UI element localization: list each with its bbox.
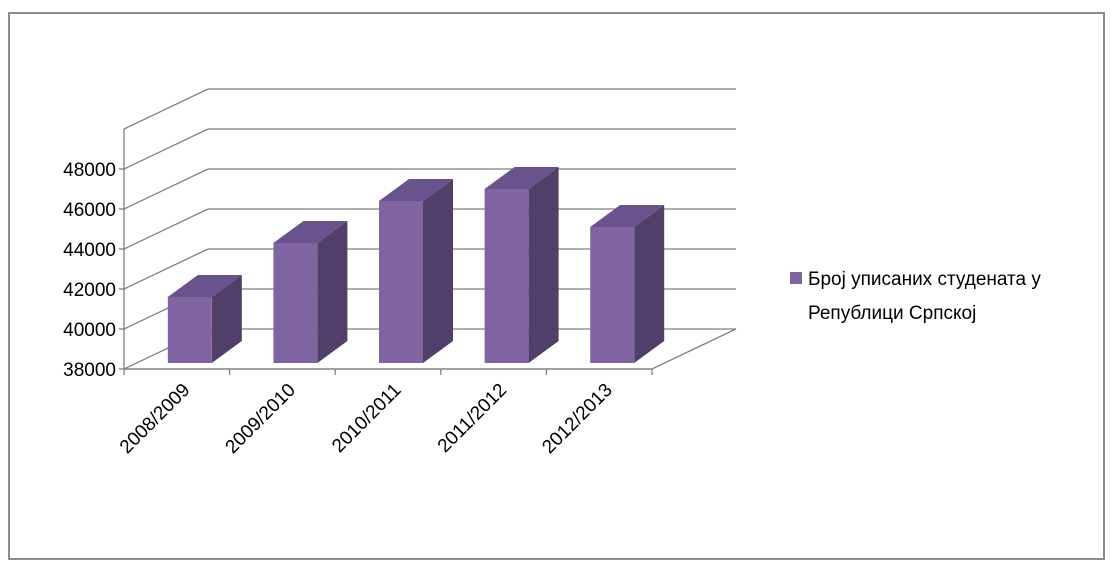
bar-side-face [634, 205, 665, 363]
bar [379, 179, 453, 363]
gridline [123, 88, 736, 130]
y-tick-label: 38000 [63, 360, 116, 381]
legend-label-line1: Број уписаних студената у [808, 269, 1041, 290]
x-tick-label: 2012/2013 [538, 380, 616, 458]
x-tick-label: 2009/2010 [222, 380, 300, 458]
bar [273, 221, 348, 363]
y-tick-label: 48000 [63, 160, 116, 181]
bar-layer [167, 167, 665, 363]
bar-top-face [379, 179, 453, 201]
bar-top-face [590, 205, 665, 227]
bar [590, 205, 665, 363]
x-tick-label: 2008/2009 [116, 380, 194, 458]
legend: Број уписаних студената у Републици Српс… [790, 269, 1041, 324]
bar-top-face [273, 221, 348, 243]
x-tick-label: 2010/2011 [328, 380, 405, 457]
bar-side-face [317, 221, 348, 363]
y-tick-label: 42000 [63, 280, 116, 301]
x-tick-label: 2011/2012 [434, 380, 511, 457]
grid-layer [123, 88, 737, 370]
bar-front-face [379, 201, 423, 363]
axis-layer [119, 129, 653, 375]
gridline [123, 128, 736, 170]
gridline [123, 168, 736, 210]
bar-front-face [273, 243, 318, 363]
bar [167, 275, 242, 363]
bar-front-face [167, 297, 212, 363]
bar-front-face [484, 189, 529, 363]
bar-top-face [484, 167, 559, 189]
y-tick-label: 46000 [63, 200, 116, 221]
bar-side-face [528, 167, 559, 363]
bar-top-face [167, 275, 242, 297]
y-tick-label: 40000 [63, 320, 116, 341]
chart-svg: 38000 40000 42000 44000 46000 48000 2008/2009 2… [63, 88, 1041, 458]
bar [484, 167, 559, 363]
gridline [123, 248, 736, 290]
bar-front-face [590, 227, 635, 363]
legend-label-line2: Републици Српској [808, 303, 976, 324]
bar-side-face [423, 179, 453, 363]
chart-frame: 38000 40000 42000 44000 46000 48000 2008/2009 2… [8, 12, 1105, 560]
y-tick-label: 44000 [63, 240, 116, 261]
gridline [123, 208, 736, 250]
bar-side-face [211, 275, 242, 363]
legend-swatch [790, 272, 802, 284]
